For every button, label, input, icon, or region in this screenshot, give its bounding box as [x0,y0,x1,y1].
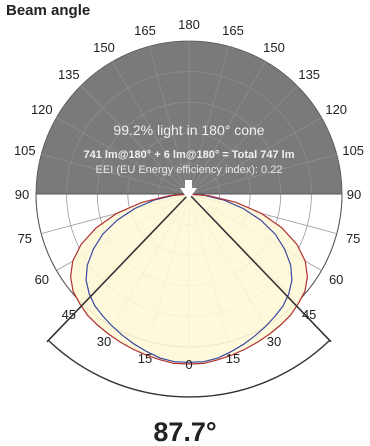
page-title: Beam angle [6,2,91,19]
angle-label-upper: 150 [263,40,285,55]
grid-spoke [149,46,190,195]
angle-label-upper: 120 [325,102,347,117]
angle-label-lower: 30 [97,334,111,349]
eei-text: EEI (EU Energy efficiency index): 0.22 [96,164,283,176]
grid-spoke [188,46,229,195]
beam-edge-left [46,193,190,343]
angle-label-lower: 30 [267,334,281,349]
grid-spoke [188,154,337,195]
lumen-text: 741 lm@180° + 6 lm@180° = Total 747 lm [83,149,294,161]
angle-label-upper: 90 [15,187,29,202]
angle-label-lower: 45 [302,307,316,322]
series-red-curve [69,193,309,365]
grid-spoke [188,117,322,195]
grid-spoke [188,85,298,195]
beam-angle-value: 87.7° [153,417,216,446]
angle-label-lower: 15 [226,351,240,366]
angle-label-upper: 150 [93,40,115,55]
cone-percent-text: 99.2% light in 180° cone [113,122,264,138]
angle-label-lower: 60 [329,272,343,287]
grid-spoke [80,85,190,195]
angle-label-upper: 105 [14,143,36,158]
angle-label-lower: 75 [18,231,32,246]
series-blue-curve [85,193,293,363]
beam-edge-right [188,193,332,343]
grid-spoke [188,61,266,195]
grid-spoke [41,154,190,195]
light-lobe-fill [70,194,308,364]
angle-label-upper: 135 [58,67,80,82]
beam-arc [47,339,331,398]
angle-label-upper: 105 [342,143,364,158]
grid-spoke [56,117,190,195]
down-arrow-icon [180,180,197,200]
angle-label-upper: 120 [31,102,53,117]
angle-label-lower: 60 [35,272,49,287]
angle-label-lower: 45 [62,307,76,322]
angle-label-upper: 165 [222,23,244,38]
angle-label-lower: 0 [185,357,192,372]
angle-label-lower: 75 [346,231,360,246]
beam-layer [46,193,332,398]
angle-label-upper: 90 [347,187,361,202]
angle-label-upper: 165 [134,23,156,38]
angle-label-lower: 15 [138,351,152,366]
grid-spoke [112,61,190,195]
curve-layer [69,193,309,365]
angle-label-upper: 135 [298,67,320,82]
angle-label-upper: 180 [178,17,200,32]
